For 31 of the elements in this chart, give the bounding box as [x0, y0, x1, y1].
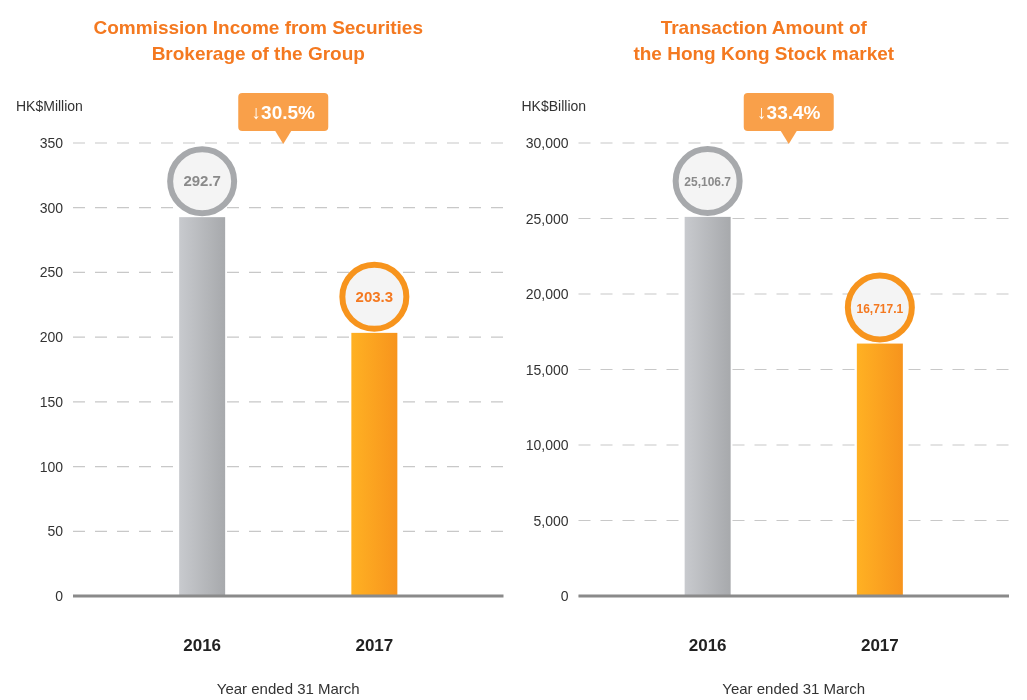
y-tick-label: 250 — [39, 264, 64, 281]
y-axis-title: HK$Billion — [521, 98, 587, 114]
y-tick-label: 150 — [39, 393, 64, 410]
y-tick-label: 50 — [47, 523, 64, 540]
y-tick-label: 30,000 — [525, 135, 569, 151]
y-tick-label: 20,000 — [525, 286, 569, 302]
y-tick-label: 15,000 — [525, 361, 569, 378]
chart-title: Commission Income from Securities Brokerage of the Group — [93, 17, 423, 64]
y-tick-label: 200 — [39, 329, 64, 346]
chart-title: Transaction Amount of the Hong Kong Stock market — [633, 17, 895, 64]
text: ↓30.5% — [251, 102, 316, 123]
data-label: 25,106.7 — [684, 174, 732, 189]
y-tick-label: 10,000 — [525, 437, 569, 453]
x-tick-label: 2017 — [355, 636, 394, 655]
x-tick-label: 2016 — [688, 636, 727, 655]
y-tick-label: 100 — [39, 458, 64, 475]
x-tick-label: 2016 — [183, 636, 222, 655]
x-axis-title: Year ended 31 March — [216, 680, 360, 697]
y-tick-label: 0 — [55, 588, 64, 604]
data-label: 16,717.1 — [856, 301, 904, 316]
y-tick-label: 0 — [560, 588, 569, 604]
y-tick-label: 350 — [39, 135, 64, 151]
data-label: 203.3 — [355, 287, 394, 305]
data-label: 292.7 — [183, 172, 221, 190]
y-tick-label: 25,000 — [525, 210, 569, 227]
x-tick-label: 2017 — [860, 636, 899, 655]
text: ↓33.4% — [757, 102, 821, 123]
x-axis-title: Year ended 31 March — [722, 680, 866, 697]
y-tick-label: 300 — [39, 199, 64, 216]
y-tick-label: 5,000 — [533, 512, 569, 529]
y-axis-title: HK$Million — [16, 98, 83, 114]
